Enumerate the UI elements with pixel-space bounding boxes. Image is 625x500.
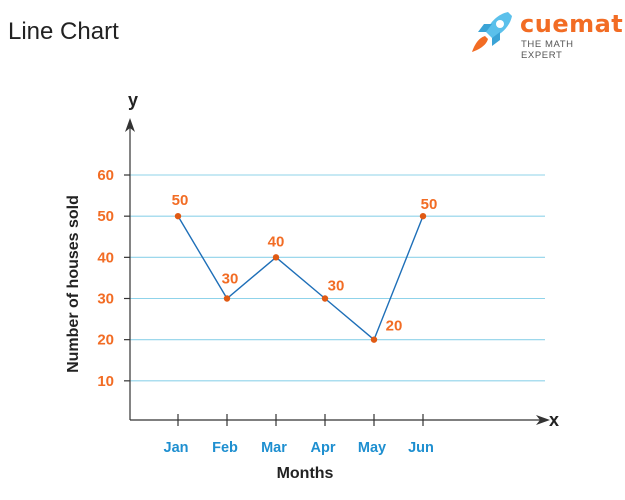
x-tick-label: Jan xyxy=(164,440,189,456)
x-tick-label: Feb xyxy=(212,440,238,456)
data-label: 50 xyxy=(421,196,438,213)
x-axis-arrow-icon xyxy=(536,415,550,425)
data-point xyxy=(223,295,231,302)
logo-tagline: THE MATH EXPERT xyxy=(521,39,574,61)
y-axis-letter: y xyxy=(128,90,138,110)
tick-marks: 10 20 30 40 50 60 Jan Feb Mar Apr May Jun xyxy=(97,167,434,456)
y-tick-label: 60 xyxy=(97,167,114,184)
y-tick-label: 20 xyxy=(97,332,114,349)
data-label: 30 xyxy=(222,271,239,288)
data-label: 20 xyxy=(386,318,403,335)
data-point xyxy=(174,212,182,220)
data-label: 30 xyxy=(328,278,345,295)
rocket-icon xyxy=(472,12,512,52)
y-axis-arrow-icon xyxy=(125,118,135,132)
axes: y x Months Number of houses sold xyxy=(65,90,559,482)
x-tick-label: Apr xyxy=(311,440,336,456)
y-tick-label: 30 xyxy=(97,291,114,308)
x-tick-label: Mar xyxy=(261,440,287,456)
y-tick-label: 50 xyxy=(97,208,114,225)
x-tick-label: Jun xyxy=(408,440,434,456)
data-point xyxy=(272,254,280,261)
x-axis-letter: x xyxy=(549,410,559,430)
y-axis-title: Number of houses sold xyxy=(65,195,82,373)
x-tick-label: May xyxy=(358,440,386,456)
cuemath-logo: cuemath THE MATH EXPERT xyxy=(468,8,625,61)
data-label: 50 xyxy=(172,192,189,209)
page-title: Line Chart xyxy=(8,18,119,45)
series-line xyxy=(177,215,424,341)
data-point xyxy=(419,212,427,220)
data-point xyxy=(321,295,329,302)
grid-lines xyxy=(130,174,545,382)
data-labels: 50 30 40 30 20 50 xyxy=(172,192,438,334)
data-point xyxy=(370,336,378,343)
y-tick-label: 10 xyxy=(97,373,114,390)
y-tick-label: 40 xyxy=(97,249,114,266)
series-houses-sold xyxy=(174,212,427,343)
data-label: 40 xyxy=(268,233,285,250)
x-axis-title: Months xyxy=(277,465,334,482)
logo-wordmark: cuemath xyxy=(520,10,625,38)
